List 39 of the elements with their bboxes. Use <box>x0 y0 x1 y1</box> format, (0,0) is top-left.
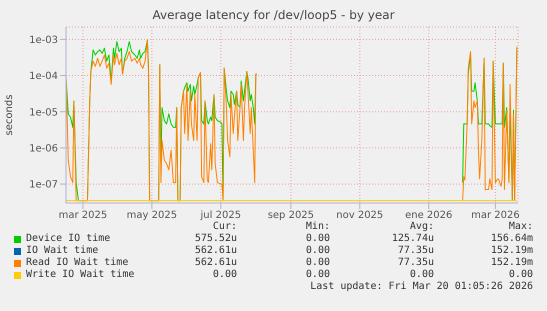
text: Min: <box>306 221 330 232</box>
text: 575.52u <box>194 233 237 244</box>
text: 0.00 <box>306 245 330 256</box>
legend-label: Write IO Wait time <box>26 269 134 280</box>
text: 125.74u <box>392 233 434 244</box>
text: 0.00 <box>508 269 533 280</box>
text: 562.61u <box>194 257 237 268</box>
chart-title: Average latency for /dev/loop5 - by year <box>151 8 396 22</box>
legend-label: Read IO Wait time <box>26 257 128 268</box>
text: 562.61u <box>194 245 237 256</box>
text: 0.00 <box>306 233 330 244</box>
text: Max: <box>508 221 533 232</box>
x-tick-label: ene 2026 <box>405 210 452 222</box>
text: 0.00 <box>212 269 237 280</box>
x-tick-label: mar 2026 <box>471 210 520 222</box>
text: 0.00 <box>410 269 434 280</box>
x-tick-label: sep 2025 <box>268 210 314 222</box>
text: 156.64m <box>490 233 533 244</box>
text: Avg: <box>410 221 434 232</box>
y-tick-label: 1e-07 <box>29 180 58 191</box>
legend-label: Device IO time <box>26 233 110 244</box>
text: 77.35u <box>398 245 434 256</box>
x-tick-label: mar 2025 <box>58 210 108 222</box>
y-axis-title: seconds <box>4 94 15 136</box>
x-tick-label: nov 2025 <box>336 210 384 222</box>
y-tick-label: 1e-03 <box>29 34 58 46</box>
text: 77.35u <box>398 257 434 268</box>
x-tick-label: may 2025 <box>126 210 178 222</box>
y-tick-label: 1e-06 <box>29 143 58 154</box>
text: Cur: <box>212 221 237 232</box>
text: Last update: Fri Mar 20 01:05:26 2026 <box>310 281 533 292</box>
y-tick-label: 1e-05 <box>29 107 58 118</box>
x-tick-label: jul 2025 <box>200 210 242 222</box>
text: 152.19m <box>490 257 533 268</box>
text: 152.19m <box>490 245 533 256</box>
text: 0.00 <box>306 269 330 280</box>
text: 0.00 <box>306 257 330 268</box>
y-tick-label: 1e-04 <box>29 71 58 82</box>
legend-label: IO Wait time <box>26 245 98 256</box>
